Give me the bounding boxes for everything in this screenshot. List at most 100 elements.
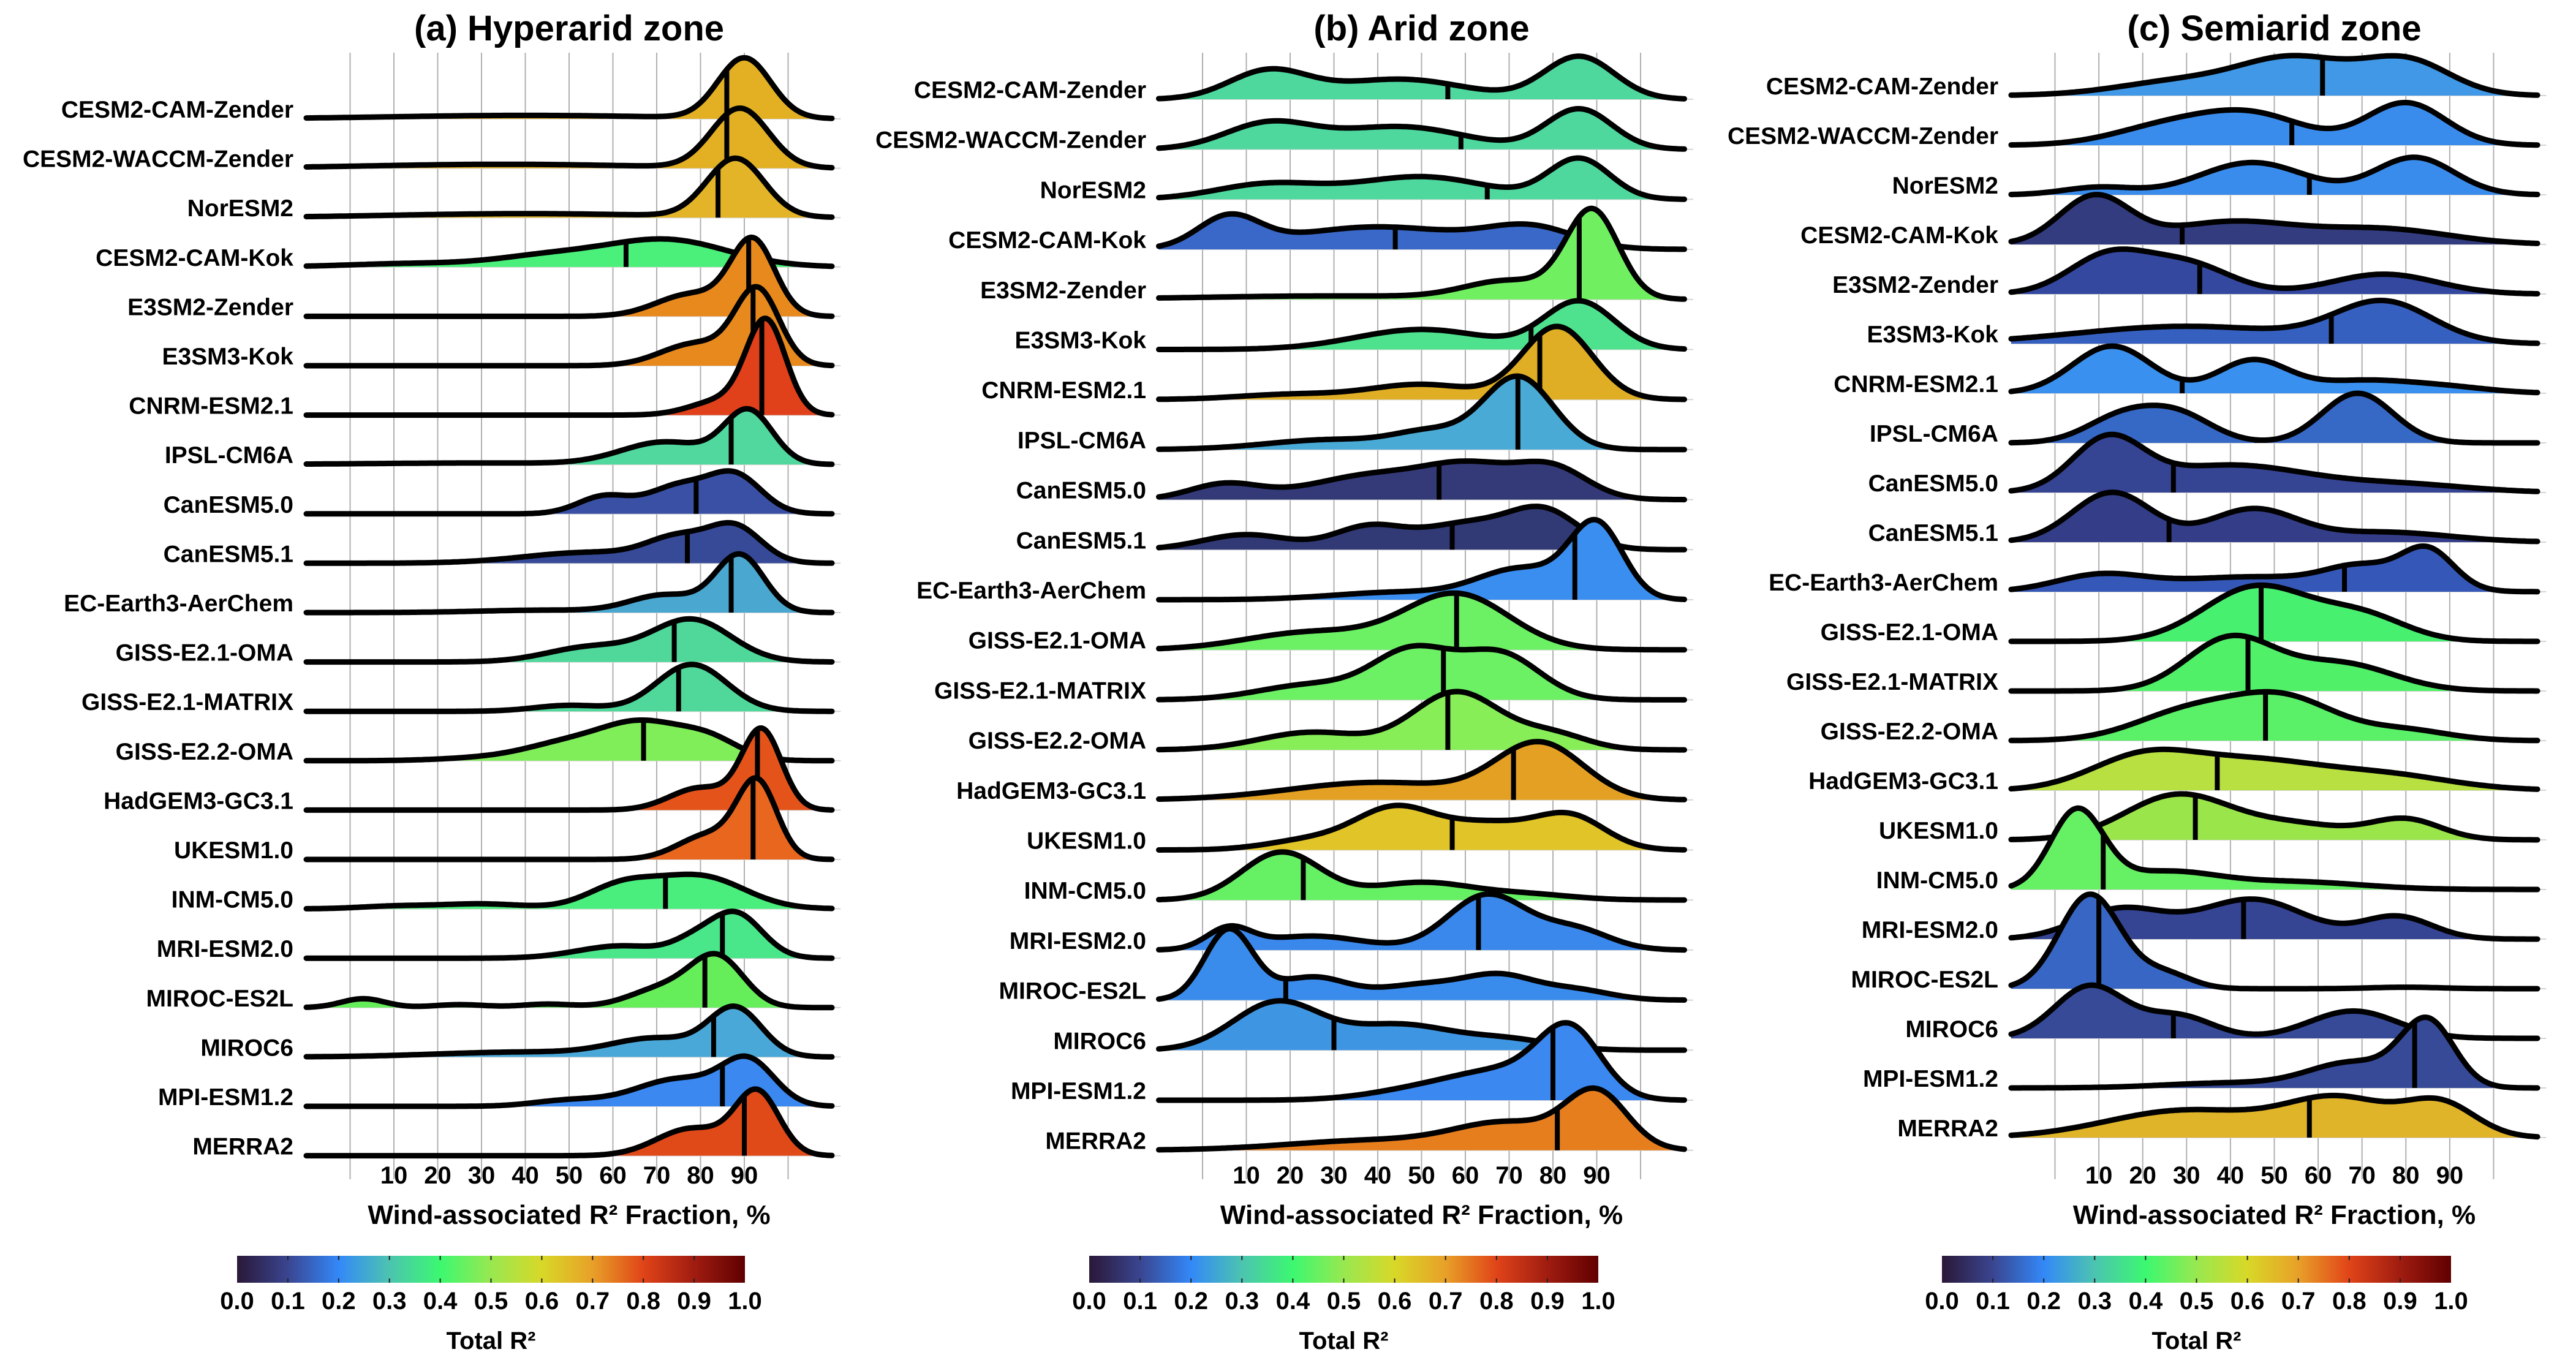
ridge-outline [1156,643,1687,703]
ridge-miroc-es2l [1156,926,1687,1003]
ridge-fill [306,664,832,712]
ridge-fill [2011,346,2538,393]
ridge-fill [306,108,832,168]
model-label: CanESM5.1 [1016,527,1146,554]
ridge-fill [306,1056,832,1106]
x-tick-label: 80 [1539,1162,1567,1189]
ridge-fill [2011,749,2538,790]
ridge-fill [306,1006,832,1057]
panel-title: (a) Hyperarid zone [414,9,724,48]
model-label: IPSL-CM6A [1018,428,1146,454]
colorbar-tick-label: 0.1 [271,1288,305,1315]
ridge-outline [303,155,835,220]
model-label: CESM2-WACCM-Zender [1728,123,1998,149]
model-label: GISS-E2.2-OMA [116,739,293,765]
model-label: MIROC6 [1905,1016,1998,1043]
x-tick-label: 20 [424,1162,451,1189]
ridge-fill [1158,741,1685,800]
ridge-miroc-es2l [2008,891,2540,992]
colorbar-tick-label: 0.7 [2281,1288,2316,1315]
ridge-fill [306,777,832,859]
colorbar-tick-label: 0.7 [1429,1288,1463,1315]
colorbar-tick-label: 0.9 [677,1288,711,1315]
model-label: CanESM5.0 [164,492,293,518]
model-label: E3SM2-Zender [127,294,293,320]
ridge-outline [2008,53,2540,98]
ridge-ec-earth3-aerchem [2008,543,2540,595]
model-label: E3SM2-Zender [1832,272,1998,298]
model-label: NorESM2 [1892,173,1998,199]
ridge-cesm2-cam-kok [2008,192,2540,246]
ridge-fill [2011,1095,2538,1138]
ridge-outline [1156,458,1687,503]
ridge-fill [306,554,832,613]
model-label: GISS-E2.2-OMA [969,728,1146,754]
model-label: CESM2-CAM-Kok [948,227,1146,254]
ridge-outline [1156,802,1687,853]
ridge-outline [2008,154,2540,197]
x-axis-label: Wind-associated R² Fraction, % [2073,1200,2476,1230]
x-tick-label: 60 [1452,1162,1479,1189]
model-label: E3SM3-Kok [162,344,293,370]
ridge-outline [303,551,835,616]
x-tick-label: 70 [2348,1162,2376,1189]
model-label: MERRA2 [1045,1128,1146,1155]
model-label: UKESM1.0 [1879,818,1998,844]
colorbar-tick-label: 0.0 [1072,1288,1106,1315]
ridge-outline [2008,805,2540,893]
x-tick-label: 80 [687,1162,714,1189]
x-tick-label: 70 [1495,1162,1523,1189]
colorbar-tick-label: 0.5 [2180,1288,2214,1315]
ridge-outline [303,284,835,369]
model-label: MIROC-ES2L [999,978,1146,1005]
colorbar-tick-label: 0.9 [1530,1288,1565,1315]
ridge-inm-cm5-0 [303,871,835,912]
model-label: CanESM5.0 [1868,470,1998,497]
ridge-ukesm1-0 [1156,802,1687,853]
ridge-fill [306,523,832,564]
model-label: EC-Earth3-AerChem [916,578,1146,604]
x-tick-label: 30 [468,1162,496,1189]
model-label: CanESM5.1 [164,541,293,567]
ridge-merra2 [303,1086,835,1159]
x-tick-label: 30 [2173,1162,2200,1189]
ridge-outline [2008,489,2540,545]
ridge-fill [2011,585,2538,641]
ridge-canesm5-1 [2008,489,2540,545]
ridge-outline [1156,53,1687,102]
ridge-fill [2011,393,2538,443]
colorbar-tick-label: 0.6 [1378,1288,1412,1315]
model-label: MPI-ESM1.2 [1011,1078,1146,1104]
model-label: INM-CM5.0 [1876,867,1998,894]
model-label: MRI-ESM2.0 [1010,928,1146,954]
colorbar-tick-label: 0.9 [2383,1288,2417,1315]
ridge-fill [2011,1017,2538,1088]
ridge-fill [2011,249,2538,294]
ridge-outline [303,315,835,418]
x-tick-label: 70 [643,1162,671,1189]
colorbar-label: Total R² [1299,1327,1389,1354]
model-label: MIROC6 [1053,1028,1146,1054]
colorbar-tick-label: 0.1 [1123,1288,1157,1315]
ridge-e3sm2-zender [1156,205,1687,302]
ridge-outline [303,908,835,961]
ridge-outline [303,951,835,1011]
x-tick-label: 90 [2436,1162,2464,1189]
ridge-outline [1156,590,1687,653]
x-tick-label: 50 [556,1162,583,1189]
model-label: CNRM-ESM2.1 [981,377,1146,404]
ridge-fill [1158,208,1685,300]
ridge-outline [2008,390,2540,446]
ridge-outline [303,468,835,517]
colorbar-tick-label: 0.2 [1174,1288,1208,1315]
panel-title: (c) Semiarid zone [2127,9,2421,48]
ridge-giss-e2-1-oma [2008,582,2540,644]
ridge-outline [303,725,835,813]
colorbar-tick-label: 0.3 [372,1288,407,1315]
ridge-giss-e2-1-matrix [2008,632,2540,694]
ridge-outline [2008,343,2540,396]
model-label: NorESM2 [187,195,293,222]
colorbar-tick-label: 0.3 [1225,1288,1259,1315]
x-tick-label: 90 [1583,1162,1611,1189]
ridge-hadgem3-gc3-1 [1156,739,1687,802]
